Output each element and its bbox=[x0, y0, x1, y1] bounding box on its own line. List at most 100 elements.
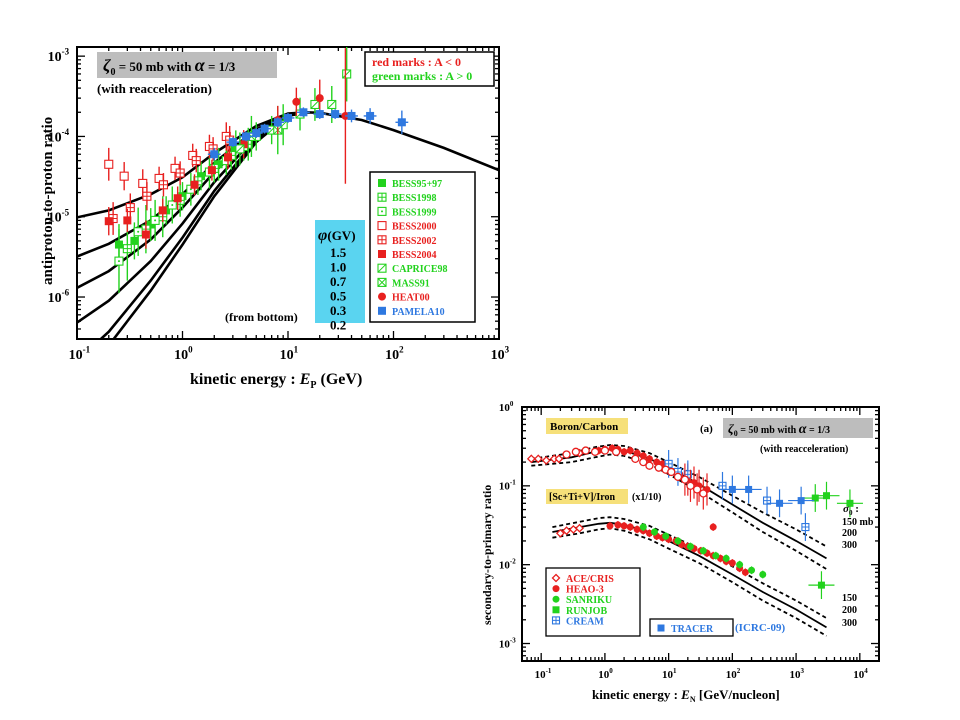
c2-point-cream-glyph bbox=[718, 482, 726, 490]
c1-reacceleration-note: (with reacceleration) bbox=[97, 81, 212, 96]
c2-point-runjob bbox=[822, 492, 830, 500]
c1-point-heat00 bbox=[315, 94, 324, 103]
c2-legend-label: TRACER bbox=[671, 624, 714, 635]
c1-legend-marker bbox=[378, 179, 386, 187]
c1-legend-marker-glyph bbox=[381, 210, 383, 213]
c1-legend-marker-glyph bbox=[377, 263, 387, 273]
c2-ytick-label: 10-1 bbox=[499, 479, 516, 493]
c1-point-caprice98-glyph bbox=[327, 100, 337, 109]
c1-point-bess2004 bbox=[123, 216, 132, 225]
c1-point-bess1999-glyph bbox=[171, 203, 174, 206]
c2-point-ace/cris bbox=[562, 526, 571, 536]
c2-point-heao-3 bbox=[620, 448, 628, 456]
c2-sigma-top-1: 200 bbox=[842, 528, 857, 539]
c2-point-heao-3 bbox=[639, 452, 647, 460]
c1-ytick-label: 10-3 bbox=[48, 47, 70, 65]
c2-point-open-red bbox=[667, 467, 676, 477]
c1-point-bess2000 bbox=[170, 163, 180, 173]
c1-point-bess2000-frame bbox=[104, 159, 114, 169]
c2-y-axis-label: secondary-to-primary ratio bbox=[480, 485, 494, 625]
c2-panel-label: (a) bbox=[700, 423, 713, 435]
c1-point-bess2000-frame bbox=[138, 178, 148, 188]
c1-legend-label: HEAT00 bbox=[392, 293, 430, 304]
c2-sigma-top-0: 150 mb bbox=[842, 517, 874, 528]
c1-point-bess2002-glyph bbox=[159, 180, 168, 189]
c2-legend-label: RUNJOB bbox=[566, 606, 607, 617]
c2-sigma-bottom-0: 150 bbox=[842, 593, 857, 604]
c1-point-bess2004 bbox=[158, 206, 167, 215]
c2-point-heao-3 bbox=[626, 523, 634, 531]
c1-point-bess1999 bbox=[114, 256, 124, 266]
c1-model-label: ζ0 = 50 mb with α = 1/3 bbox=[103, 55, 236, 78]
c1-point-bess1999 bbox=[150, 215, 160, 225]
c1-point-bess1999 bbox=[167, 200, 177, 210]
c1-legend-marker-frame bbox=[377, 221, 387, 231]
c1-legend-marker bbox=[377, 263, 387, 273]
c1-point-bess1999-glyph bbox=[137, 230, 140, 233]
c2-point-runjob bbox=[846, 499, 854, 507]
c1-legend-marker bbox=[378, 250, 386, 258]
c1-point-pamela10 bbox=[260, 124, 269, 133]
c2-xtick-label: 10-1 bbox=[535, 667, 552, 681]
c1-ticks bbox=[76, 47, 500, 340]
c1-legend-marker-glyph bbox=[378, 235, 386, 244]
c2-point-sanriku bbox=[639, 523, 647, 531]
c2-xtick-label: 104 bbox=[853, 667, 868, 681]
c1-point-bess2000 bbox=[138, 178, 148, 188]
c2-reacceleration-note: (with reacceleration) bbox=[760, 444, 848, 455]
c1-point-bess2000-frame bbox=[170, 163, 180, 173]
c1-legend-marker bbox=[378, 292, 386, 301]
c1-point-pamela10 bbox=[242, 132, 251, 141]
c2-ticks bbox=[521, 406, 880, 662]
c1-legend-marker-glyph bbox=[378, 193, 386, 202]
c2-point-open-red bbox=[686, 481, 695, 490]
c2-point-runjob bbox=[811, 494, 819, 502]
c2-point-open-red bbox=[680, 475, 690, 484]
c1-point-bess2000 bbox=[119, 171, 129, 181]
c1-point-bess1998 bbox=[122, 244, 132, 254]
c2-sigma-bottom-1: 200 bbox=[842, 605, 857, 616]
c2-model-box bbox=[723, 418, 873, 438]
c1-point-bess2002-glyph bbox=[142, 192, 151, 201]
c1-legend-label: PAMELA10 bbox=[392, 307, 445, 318]
c1-point-caprice98 bbox=[327, 99, 337, 110]
c1-point-pamela10 bbox=[347, 111, 356, 120]
c1-point-heat00 bbox=[292, 97, 301, 106]
c2-point-open-red bbox=[639, 457, 648, 467]
c2-point-sanriku bbox=[712, 552, 720, 560]
c1-model-box bbox=[97, 52, 277, 78]
c1-point-bess2004 bbox=[104, 217, 113, 226]
c2-point-ace/cris bbox=[533, 454, 543, 464]
c1-point-bess95+97 bbox=[197, 172, 206, 181]
c1-point-pamela10 bbox=[366, 111, 375, 120]
c1-point-bess2002 bbox=[158, 180, 169, 190]
c2-xtick-label: 101 bbox=[662, 667, 677, 681]
c2-point-cream bbox=[801, 523, 810, 532]
c2-iron-scale: (x1/10) bbox=[632, 492, 661, 503]
c2-xtick-label: 102 bbox=[726, 667, 741, 681]
c2-legend-box bbox=[545, 567, 641, 637]
c1-phi-value: 0.7 bbox=[330, 274, 347, 289]
c1-from-bottom-note: (from bottom) bbox=[225, 310, 298, 324]
c1-phi-header: φ(GV) bbox=[318, 227, 356, 244]
c2-ytick-label: 10-2 bbox=[499, 558, 516, 572]
c1-xtick-label: 10-1 bbox=[69, 345, 91, 363]
c1-point-bess2000 bbox=[104, 159, 114, 169]
c2-point-sanriku bbox=[722, 554, 730, 562]
c2-point-cream bbox=[718, 481, 727, 490]
c2-point-heao-3 bbox=[614, 521, 622, 529]
c1-point-caprice98 bbox=[342, 69, 352, 79]
c1-phi-value: 1.5 bbox=[330, 245, 347, 260]
c1-data-points bbox=[104, 47, 409, 294]
c1-green-marks-note: green marks : A > 0 bbox=[372, 69, 472, 83]
c2-point-heao-3 bbox=[645, 455, 653, 463]
c1-legend-label: BESS2004 bbox=[392, 250, 436, 261]
c1-ytick-label: 10-6 bbox=[48, 288, 70, 306]
c2-point-open-red bbox=[600, 446, 610, 455]
c2-point-ace/cris bbox=[541, 456, 551, 465]
c2-model-curve-5 bbox=[552, 527, 827, 637]
c1-legend-label: BESS2000 bbox=[392, 222, 436, 233]
c2-point-tracer bbox=[745, 485, 753, 493]
